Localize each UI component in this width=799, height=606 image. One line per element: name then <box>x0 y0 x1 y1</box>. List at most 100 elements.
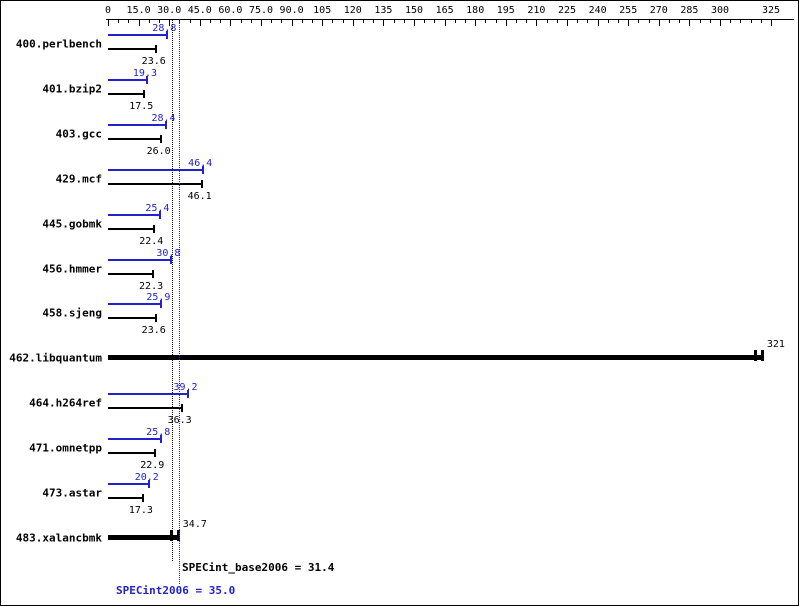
peak-bar <box>108 483 150 485</box>
base-mean-label: SPECint_base2006 = 31.4 <box>182 561 335 574</box>
axis-minor-tick <box>577 19 579 23</box>
peak-value-label: 19.3 <box>132 67 157 79</box>
axis-minor-tick <box>424 19 426 23</box>
peak-bar <box>108 168 203 171</box>
axis-major-tick <box>261 19 262 26</box>
axis-major-tick <box>291 19 293 26</box>
axis-minor-tick <box>709 19 711 23</box>
axis-tick-label: 180 <box>466 5 485 16</box>
axis-minor-tick <box>587 19 589 23</box>
axis-minor-tick <box>159 19 160 23</box>
base-bar <box>108 407 183 410</box>
axis-tick-label: 60.0 <box>218 5 243 16</box>
base-bar-end-cap <box>181 404 184 413</box>
axis-major-tick <box>169 19 171 26</box>
base-bar-end-cap <box>153 449 156 458</box>
axis-major-tick <box>658 19 660 26</box>
base-value-label: 26.0 <box>146 145 171 157</box>
axis-major-tick <box>383 19 385 26</box>
peak-value-label: 28.4 <box>151 112 176 124</box>
axis-minor-tick <box>393 19 395 23</box>
base-value-label: 34.7 <box>182 518 207 530</box>
axis-tick-label: 15.0 <box>126 5 151 16</box>
axis-tick-label: 165 <box>435 5 454 16</box>
peak-bar-end-cap <box>148 480 151 488</box>
base-value-label: 17.3 <box>128 505 153 516</box>
axis-minor-tick <box>281 19 283 23</box>
peak-bar-end-cap <box>201 165 204 174</box>
base-mean-line <box>172 19 174 561</box>
axis-minor-tick <box>250 19 252 23</box>
axis-minor-tick <box>607 19 609 23</box>
base-bar <box>108 452 155 455</box>
axis-major-tick <box>628 19 630 26</box>
axis-tick-label: 240 <box>588 5 607 16</box>
axis-major-tick <box>720 19 721 26</box>
base-value-label: 23.6 <box>141 325 166 337</box>
axis-tick-label: 0 <box>104 5 112 16</box>
benchmark-label: 473.astar <box>42 486 102 500</box>
axis-minor-tick <box>750 19 752 23</box>
axis-minor-tick <box>465 19 466 23</box>
axis-major-tick <box>536 19 538 26</box>
axis-tick-label: 105 <box>313 5 332 16</box>
benchmark-label: 429.mcf <box>55 172 102 186</box>
axis-minor-tick <box>699 19 701 23</box>
peak-bar-end-cap <box>169 255 172 264</box>
peak-value-label: 25.9 <box>146 292 171 304</box>
peak-bar <box>108 258 171 261</box>
peak-bar <box>108 34 167 36</box>
peak-value-label: 20.2 <box>134 472 159 483</box>
benchmark-label: 401.bzip2 <box>42 82 102 96</box>
base-bar-end-cap <box>142 494 145 502</box>
axis-major-tick <box>414 19 415 26</box>
axis-minor-tick <box>495 19 497 23</box>
base-bar <box>108 48 157 50</box>
axis-tick-label: 150 <box>404 5 424 16</box>
axis-major-tick <box>230 19 232 26</box>
axis-minor-tick <box>648 19 650 23</box>
axis-major-tick <box>689 19 691 26</box>
axis-minor-tick <box>148 19 150 23</box>
axis-minor-tick <box>373 19 375 23</box>
axis-minor-tick <box>516 19 517 23</box>
benchmark-label: 458.sjeng <box>42 306 102 320</box>
base-value-label: 22.4 <box>139 235 164 247</box>
axis-major-tick <box>322 19 324 26</box>
bar-end-cap <box>169 529 173 541</box>
axis-minor-tick <box>485 19 487 23</box>
axis-tick-label: 195 <box>496 5 515 16</box>
axis-tick-label: 90.0 <box>279 5 304 16</box>
axis-minor-tick <box>301 19 303 23</box>
base-bar <box>108 317 157 320</box>
peak-bar <box>108 393 188 396</box>
axis-minor-tick <box>454 19 456 23</box>
axis-minor-tick <box>638 19 640 23</box>
peak-bar <box>108 78 148 81</box>
peak-bar-end-cap <box>146 75 149 84</box>
axis-major-tick <box>138 19 140 26</box>
benchmark-label: 471.omnetpp <box>29 441 102 455</box>
axis-minor-tick <box>220 19 222 23</box>
base-value-label: 22.9 <box>140 460 165 472</box>
axis-minor-tick <box>210 19 211 23</box>
base-bar <box>108 272 154 275</box>
peak-value-label: 30.8 <box>156 247 181 259</box>
peak-bar <box>108 303 161 306</box>
axis-minor-tick <box>118 19 120 23</box>
benchmark-label: 403.gcc <box>55 127 102 141</box>
x-axis-line <box>106 19 794 20</box>
base-bar-end-cap <box>152 224 155 233</box>
peak-bar <box>108 213 160 216</box>
axis-minor-tick <box>546 19 548 23</box>
peak-bar <box>108 438 161 441</box>
axis-minor-tick <box>312 19 313 23</box>
benchmark-label: 445.gobmk <box>42 217 102 231</box>
axis-minor-tick <box>128 19 130 23</box>
axis-minor-tick <box>271 19 273 23</box>
peak-value-label: 25.4 <box>145 202 170 214</box>
axis-tick-label: 270 <box>649 5 668 16</box>
base-bar-end-cap <box>142 89 145 98</box>
axis-tick-label: 135 <box>374 5 393 16</box>
axis-major-tick <box>444 19 446 26</box>
